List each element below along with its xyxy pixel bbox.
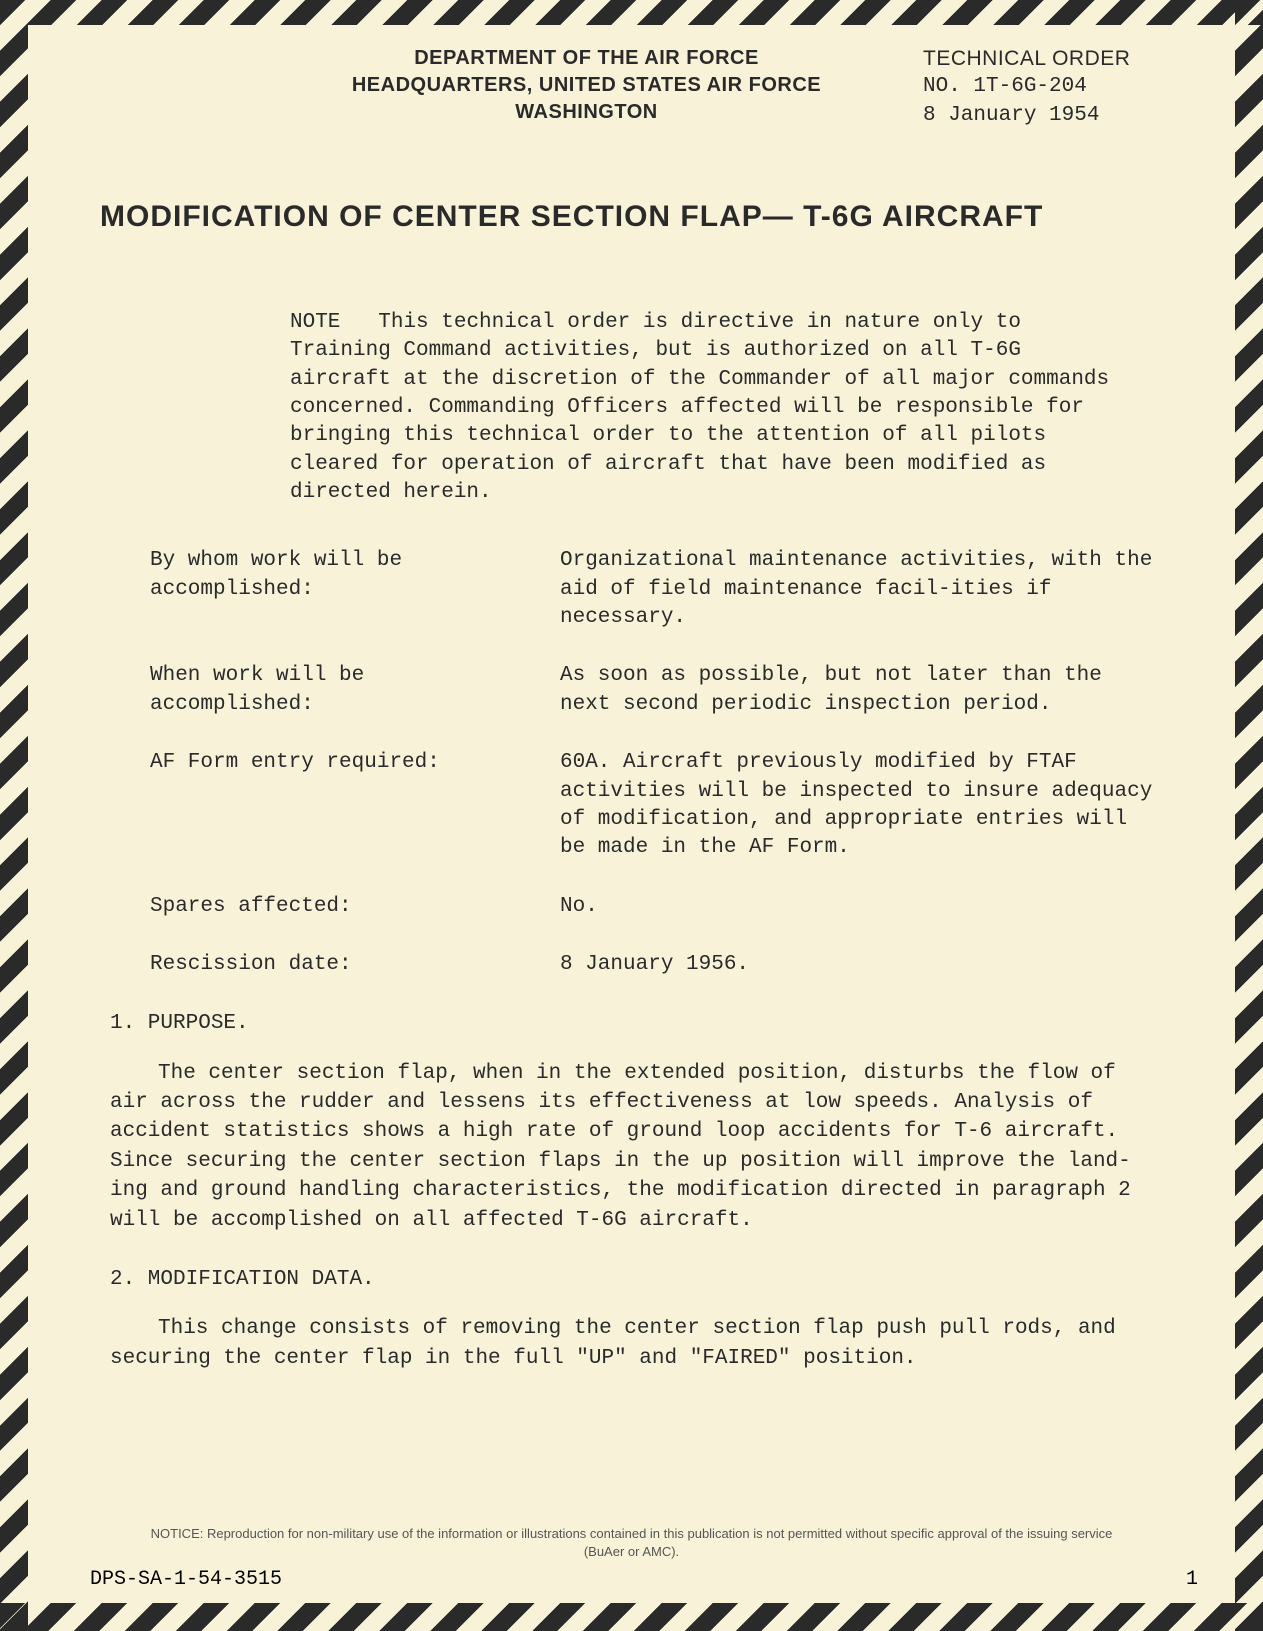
order-label: TECHNICAL ORDER bbox=[923, 45, 1183, 73]
info-row: Rescission date: 8 January 1956. bbox=[150, 951, 1163, 979]
info-table: By whom work will be accomplished: Organ… bbox=[150, 547, 1163, 979]
info-value: As soon as possible, but not later than … bbox=[560, 662, 1163, 719]
document-page: DEPARTMENT OF THE AIR FORCE HEADQUARTERS… bbox=[0, 0, 1263, 1631]
info-label: AF Form entry required: bbox=[150, 749, 560, 862]
info-row: Spares affected: No. bbox=[150, 893, 1163, 921]
info-row: When work will be accomplished: As soon … bbox=[150, 662, 1163, 719]
dept-line: HEADQUARTERS, UNITED STATES AIR FORCE bbox=[250, 72, 923, 99]
note-label: NOTE bbox=[290, 311, 340, 334]
section-body: This change consists of removing the cen… bbox=[110, 1314, 1163, 1373]
border-stripe-bottom bbox=[0, 1603, 1263, 1631]
document-content: DEPARTMENT OF THE AIR FORCE HEADQUARTERS… bbox=[30, 25, 1233, 1423]
order-date: 8 January 1954 bbox=[923, 102, 1183, 130]
section-heading: 2. MODIFICATION DATA. bbox=[110, 1265, 1163, 1294]
border-stripe-top bbox=[0, 0, 1263, 25]
issuing-authority: DEPARTMENT OF THE AIR FORCE HEADQUARTERS… bbox=[250, 45, 923, 126]
reproduction-notice: NOTICE: Reproduction for non-military us… bbox=[0, 1525, 1263, 1561]
border-stripe-right bbox=[1235, 0, 1263, 1631]
section-modification-data: 2. MODIFICATION DATA. This change consis… bbox=[110, 1265, 1163, 1373]
order-identifier: TECHNICAL ORDER NO. 1T-6G-204 8 January … bbox=[923, 45, 1183, 130]
dept-line: DEPARTMENT OF THE AIR FORCE bbox=[250, 45, 923, 72]
info-value: 8 January 1956. bbox=[560, 951, 1163, 979]
note-text: This technical order is directive in nat… bbox=[290, 311, 1109, 504]
section-purpose: 1. PURPOSE. The center section flap, whe… bbox=[110, 1009, 1163, 1235]
info-label: When work will be accomplished: bbox=[150, 662, 560, 719]
document-id: DPS-SA-1-54-3515 bbox=[90, 1568, 282, 1591]
section-heading: 1. PURPOSE. bbox=[110, 1009, 1163, 1038]
info-row: By whom work will be accomplished: Organ… bbox=[150, 547, 1163, 632]
info-row: AF Form entry required: 60A. Aircraft pr… bbox=[150, 749, 1163, 862]
info-label: Spares affected: bbox=[150, 893, 560, 921]
order-number: NO. 1T-6G-204 bbox=[923, 73, 1183, 101]
note-block: NOTE This technical order is directive i… bbox=[290, 309, 1123, 507]
dept-line: WASHINGTON bbox=[250, 99, 923, 126]
info-value: Organizational maintenance activities, w… bbox=[560, 547, 1163, 632]
page-number: 1 bbox=[1186, 1568, 1198, 1591]
border-stripe-left bbox=[0, 0, 28, 1631]
info-label: By whom work will be accomplished: bbox=[150, 547, 560, 632]
info-value: 60A. Aircraft previously modified by FTA… bbox=[560, 749, 1163, 862]
document-header: DEPARTMENT OF THE AIR FORCE HEADQUARTERS… bbox=[90, 45, 1183, 130]
document-title: MODIFICATION OF CENTER SECTION FLAP— T-6… bbox=[100, 200, 1183, 234]
section-body: The center section flap, when in the ext… bbox=[110, 1059, 1163, 1235]
info-label: Rescission date: bbox=[150, 951, 560, 979]
info-value: No. bbox=[560, 893, 1163, 921]
